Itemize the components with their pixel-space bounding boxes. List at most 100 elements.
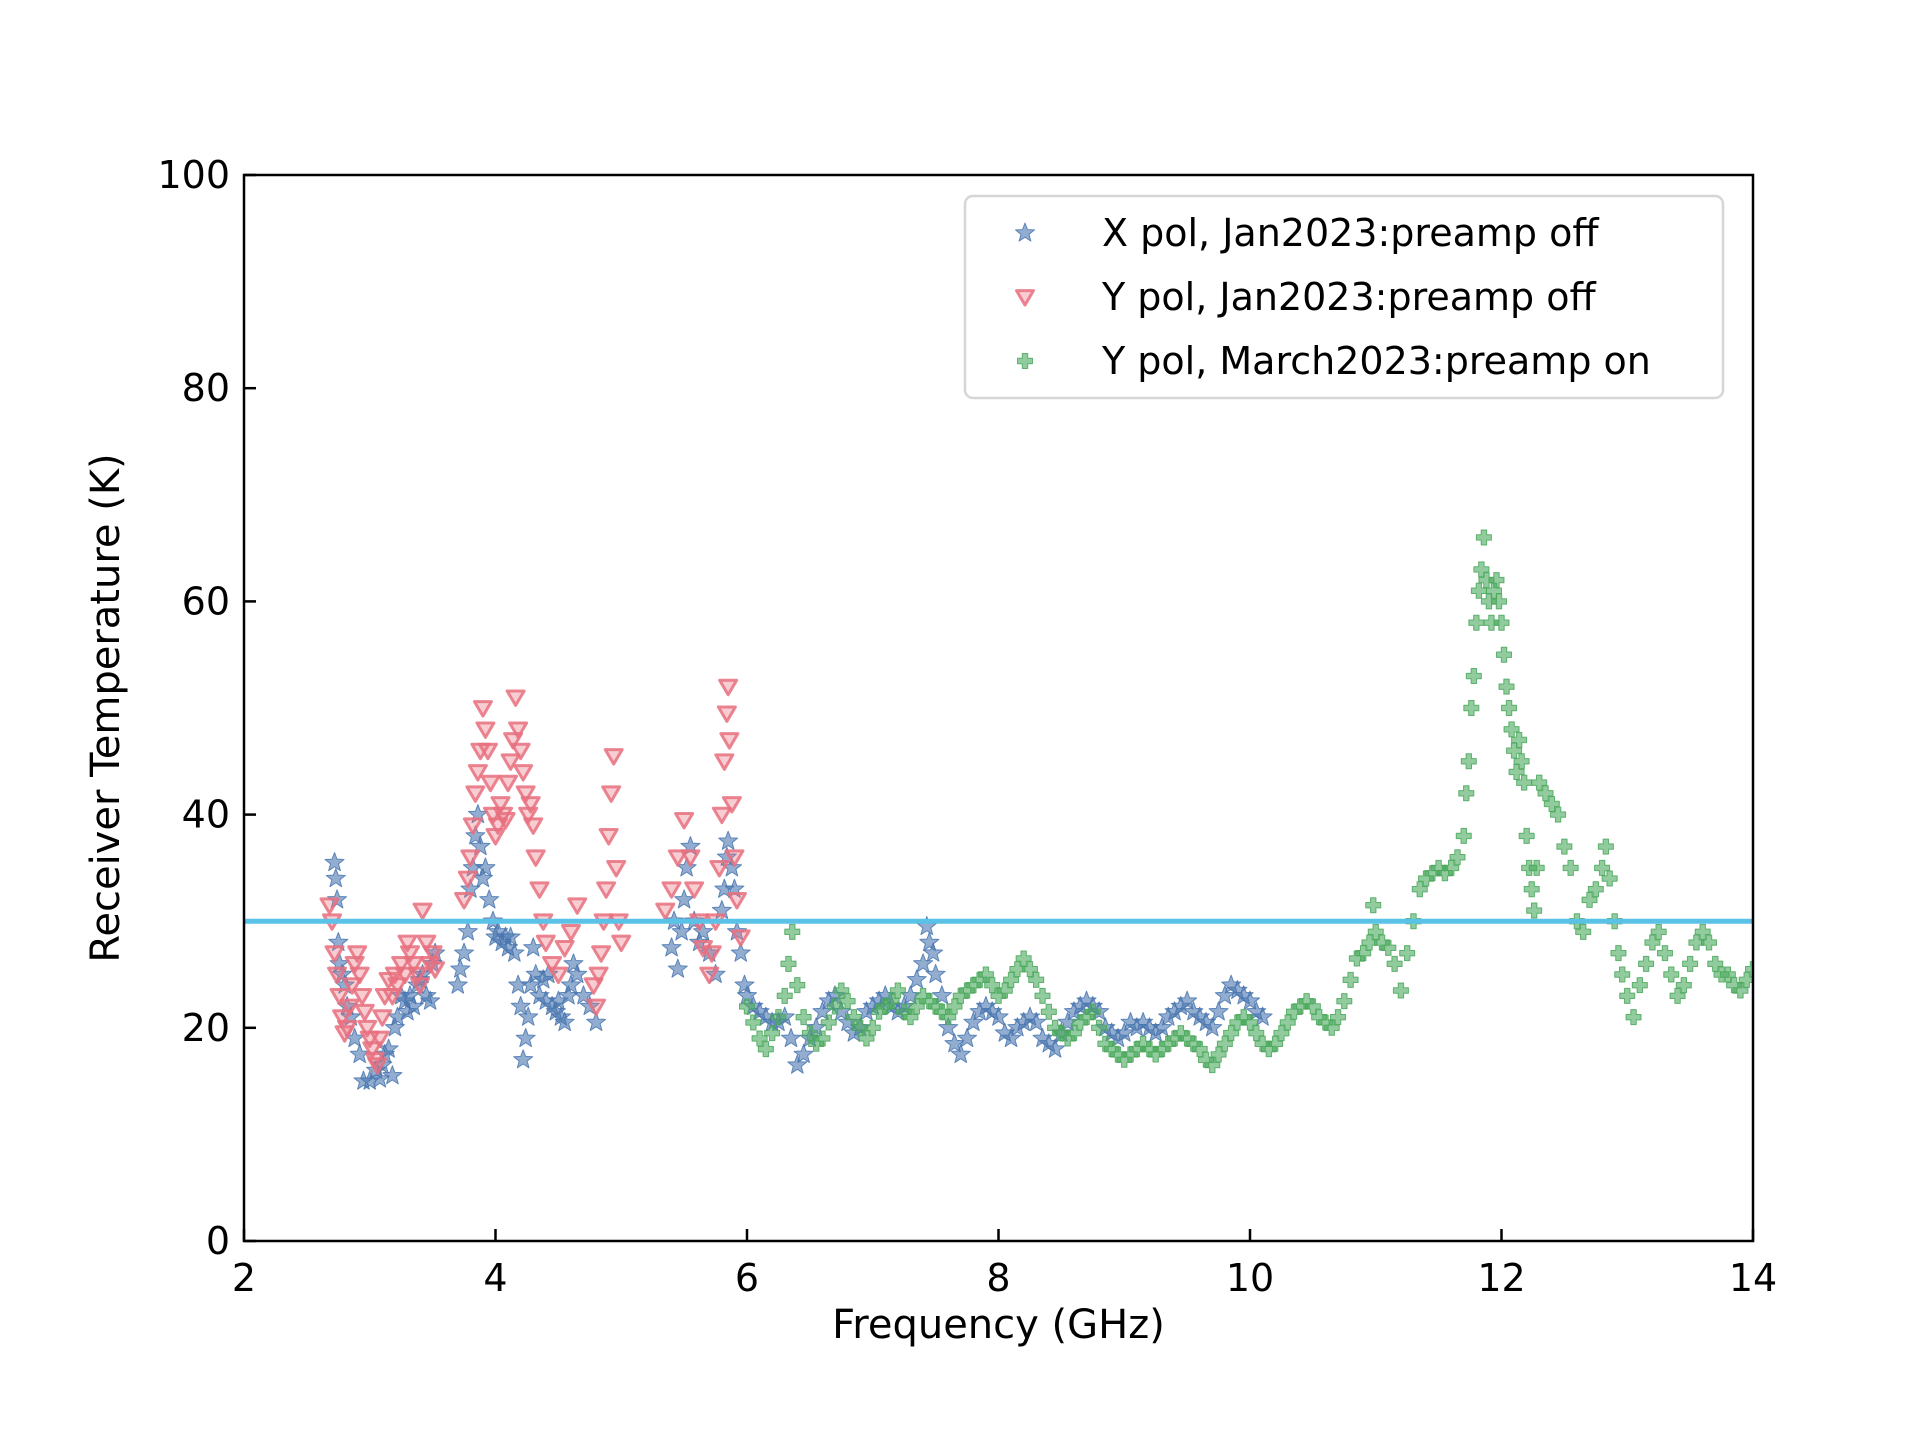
data-point bbox=[925, 964, 946, 984]
y-tick-label: 80 bbox=[182, 366, 230, 410]
data-point bbox=[508, 721, 529, 739]
data-point bbox=[339, 998, 360, 1017]
data-point bbox=[1556, 838, 1573, 855]
data-point bbox=[460, 849, 481, 867]
data-point bbox=[362, 1041, 383, 1059]
data-point bbox=[467, 764, 488, 782]
data-point bbox=[500, 926, 521, 946]
data-point bbox=[718, 678, 739, 697]
data-point bbox=[598, 828, 619, 846]
data-point bbox=[1009, 961, 1026, 978]
data-point bbox=[1575, 923, 1592, 940]
data-point bbox=[513, 764, 534, 782]
data-point bbox=[523, 817, 544, 835]
data-point bbox=[515, 1027, 536, 1048]
data-point bbox=[1475, 529, 1492, 546]
data-point bbox=[1490, 593, 1507, 610]
data-point bbox=[1465, 668, 1482, 685]
data-point bbox=[525, 849, 546, 867]
data-point bbox=[475, 857, 496, 877]
data-point bbox=[554, 1011, 575, 1032]
data-point bbox=[1675, 977, 1692, 994]
data-point bbox=[711, 806, 732, 825]
data-point bbox=[1501, 700, 1518, 716]
data-point bbox=[382, 1065, 403, 1085]
data-point bbox=[1631, 977, 1648, 994]
data-point bbox=[1468, 614, 1485, 631]
data-point bbox=[515, 785, 536, 803]
data-point bbox=[1528, 859, 1545, 876]
data-point bbox=[1040, 1003, 1057, 1020]
data-point bbox=[603, 748, 624, 766]
y-tick-label: 40 bbox=[182, 793, 230, 837]
data-point bbox=[357, 1019, 378, 1038]
data-point bbox=[560, 974, 581, 994]
data-point bbox=[337, 1019, 358, 1038]
data-point bbox=[902, 1009, 919, 1026]
data-point bbox=[349, 966, 370, 985]
x-tick-label: 10 bbox=[1226, 1256, 1274, 1300]
data-point bbox=[422, 945, 443, 963]
data-point bbox=[701, 945, 722, 963]
data-point bbox=[529, 881, 550, 899]
data-point bbox=[394, 966, 415, 985]
data-point bbox=[718, 830, 739, 850]
data-point bbox=[1399, 945, 1416, 962]
data-point bbox=[1114, 1022, 1135, 1042]
data-point bbox=[931, 985, 952, 1005]
data-point bbox=[776, 987, 793, 1004]
data-point bbox=[416, 934, 437, 953]
data-point bbox=[567, 897, 588, 915]
data-point bbox=[1267, 1035, 1284, 1052]
data-point bbox=[1091, 1019, 1108, 1036]
data-point bbox=[518, 1006, 539, 1026]
data-point bbox=[403, 955, 424, 974]
data-point bbox=[674, 889, 695, 909]
data-point bbox=[477, 742, 498, 761]
data-point bbox=[919, 932, 940, 952]
data-point bbox=[1619, 987, 1636, 1004]
data-point bbox=[883, 993, 900, 1010]
data-point bbox=[1463, 700, 1480, 716]
data-point bbox=[864, 1019, 881, 1036]
data-point bbox=[1239, 990, 1261, 1010]
data-point bbox=[1003, 971, 1020, 988]
data-point bbox=[369, 1030, 390, 1049]
data-point bbox=[372, 1009, 393, 1027]
data-point bbox=[425, 961, 446, 979]
data-point bbox=[1597, 838, 1614, 855]
data-point bbox=[347, 945, 368, 963]
data-point bbox=[520, 974, 541, 994]
data-point bbox=[1511, 731, 1528, 748]
data-point bbox=[996, 982, 1013, 999]
legend-marker bbox=[1017, 353, 1033, 369]
series-3 bbox=[739, 529, 1753, 1074]
data-point bbox=[475, 721, 496, 739]
data-point bbox=[1411, 881, 1428, 898]
data-point bbox=[730, 942, 751, 962]
data-point bbox=[1380, 939, 1397, 956]
data-point bbox=[1656, 945, 1673, 962]
data-point bbox=[563, 953, 584, 973]
data-point bbox=[542, 955, 563, 974]
data-point bbox=[684, 881, 705, 899]
data-point bbox=[538, 964, 559, 984]
data-point bbox=[470, 836, 491, 856]
data-point bbox=[667, 958, 688, 978]
data-point bbox=[789, 977, 806, 994]
data-point bbox=[498, 774, 519, 793]
data-point bbox=[699, 966, 720, 985]
data-point bbox=[354, 1003, 375, 1022]
data-point bbox=[726, 892, 747, 910]
data-point bbox=[661, 937, 682, 957]
data-point bbox=[465, 785, 486, 803]
data-point bbox=[1028, 971, 1045, 988]
data-point bbox=[591, 945, 612, 963]
data-point bbox=[1460, 753, 1477, 770]
data-point bbox=[352, 987, 373, 1006]
data-point bbox=[719, 732, 740, 750]
data-point bbox=[1355, 945, 1372, 962]
data-point bbox=[908, 998, 925, 1015]
data-point bbox=[1455, 827, 1472, 844]
data-point bbox=[667, 849, 688, 867]
